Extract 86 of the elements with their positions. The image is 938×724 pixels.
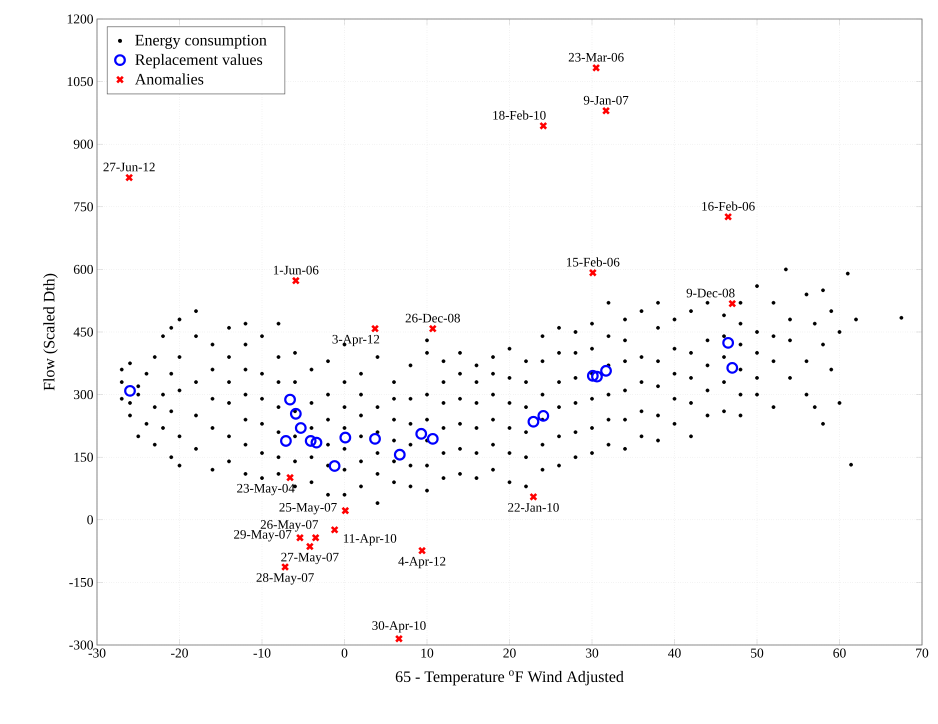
point [341,506,350,515]
point [586,370,599,382]
y-tick-label: 450 [74,327,93,337]
point [124,384,136,397]
point [537,410,550,422]
x-tick-label: 60 [833,648,846,658]
point [304,435,317,447]
x-tick-label: 40 [668,648,681,658]
point [312,534,320,542]
annotation: 27-May-07 [281,552,339,564]
point [418,546,426,555]
x-tick-label: 20 [503,648,516,658]
annotation: 27-Jun-12 [103,162,155,172]
point [539,122,548,130]
annotation: 1-Jun-06 [274,266,318,274]
x-tick-label: 0 [342,648,348,658]
x-tick-label: -30 [88,648,106,658]
y-tick-label: 300 [74,390,93,400]
annotation: 15-Feb-06 [566,257,620,267]
point [306,542,314,551]
legend-label: Energy consumption [135,34,267,49]
point [370,324,380,333]
y-tick-label: 1200 [68,14,93,24]
y-tick-label: -300 [69,640,93,650]
x-tick-label: 70 [916,648,928,658]
x-tick-label: 50 [751,648,764,658]
point [528,416,540,428]
x-tick-label: 30 [586,648,598,658]
y-tick-label: 1050 [68,77,93,86]
point [339,432,352,444]
annotation: 26-Dec-08 [406,314,460,322]
x-tick-label: -20 [171,648,188,658]
point [280,435,292,447]
point [426,432,439,445]
point [294,422,307,434]
annotation: 23-Mar-06 [568,52,624,62]
point [602,106,610,115]
point [722,336,734,349]
annotation: 25-May-07 [279,502,337,514]
legend-label: Replacement values [135,54,262,68]
annotation: 11-Apr-10 [344,534,396,546]
point [369,432,381,445]
y-tick-label: 750 [74,202,93,212]
y-tick-label: 0 [87,515,93,524]
point [415,428,428,440]
annotation: 28-May-07 [256,573,314,585]
legend-label: Anomalies [134,73,204,85]
annotation: 9-Dec-08 [686,288,735,298]
annotation: 23-May-04 [237,484,295,496]
annotation: 26-May-07 [260,520,318,532]
annotation: 22-Jan-10 [508,503,559,512]
annotation: 16-Feb-06 [702,202,755,211]
point [428,324,437,333]
point [296,534,304,542]
x-axis-title: 65 - Temperature $^{o}$F Wind Adjusted [396,670,624,686]
y-tick-label: 150 [74,452,93,462]
point [286,474,294,482]
y-tick-label: 600 [74,264,93,274]
point [600,364,612,377]
point [728,299,736,308]
annotation: 4-Apr-12 [398,556,446,568]
point [328,460,340,472]
annotation: 9-Jan-07 [584,96,628,105]
point [284,394,296,406]
point [724,212,732,221]
y-tick-label: -150 [69,578,93,587]
annotation: 29-May-07 [234,530,292,542]
point [292,276,300,285]
annotation: 18-Feb-10 [493,110,546,120]
annotation: 30-Apr-10 [372,621,426,633]
point [588,268,597,277]
point [591,370,603,383]
point [125,173,134,182]
point [592,64,600,72]
annotation: 3-Apr-12 [332,334,380,346]
point [394,448,406,461]
point [310,436,322,448]
point [330,526,339,534]
point [394,634,404,643]
point [529,492,538,501]
y-tick-label: 900 [74,140,93,149]
x-tick-label: -10 [254,648,270,658]
point [290,408,302,420]
x-tick-label: 10 [421,648,434,658]
y-axis-title: Flow (Scaled Dth) [43,274,58,390]
point [726,362,738,374]
